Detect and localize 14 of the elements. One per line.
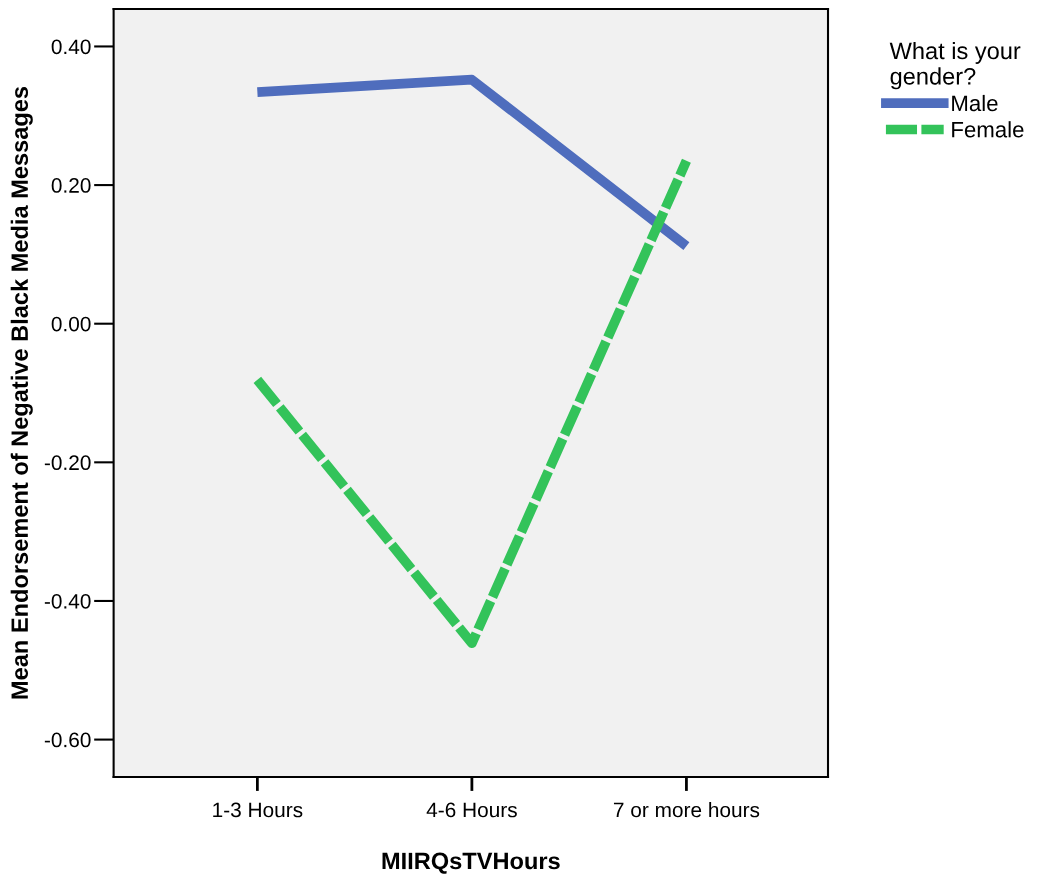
legend-label: Male <box>952 94 998 112</box>
y-tick-label: -0.40 <box>44 593 91 609</box>
x-tick-label: 7 or more hours <box>613 802 760 818</box>
y-tick-label: -0.20 <box>44 455 91 471</box>
y-axis-title: Mean Endorsement of Negative Black Media Messages <box>10 86 33 699</box>
y-tick-label: 0.20 <box>51 178 91 193</box>
x-axis-title: MIIRQsTVHours <box>382 852 560 874</box>
y-tick-label: 0.40 <box>51 39 91 55</box>
y-tick-label: 0.00 <box>51 316 91 332</box>
legend-label: Female <box>952 121 1024 138</box>
y-tick-label: -0.60 <box>44 732 91 748</box>
x-tick-label: 4-6 Hours <box>426 802 517 818</box>
x-tick-label: 1-3 Hours <box>213 802 303 818</box>
legend-title: What is your gender? <box>889 41 1021 90</box>
